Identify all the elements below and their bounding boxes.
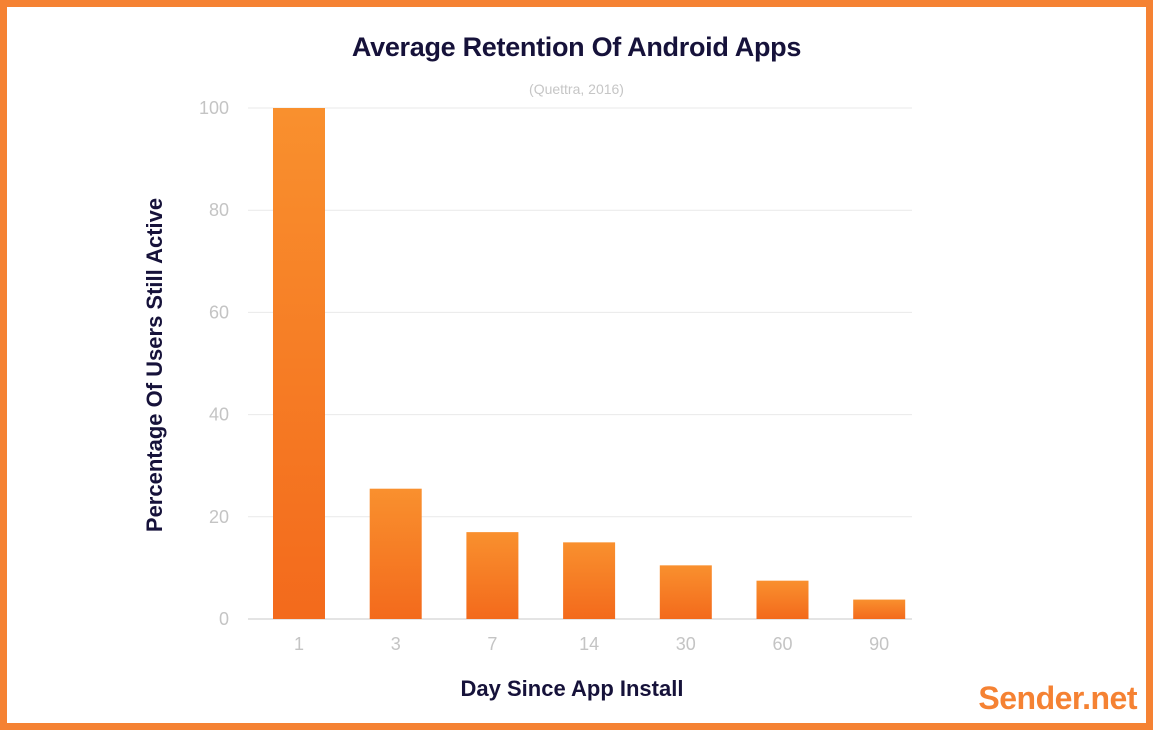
- bar-day-3: [369, 488, 422, 619]
- x-tick-label: 14: [579, 634, 599, 654]
- y-tick-label: 80: [209, 200, 229, 220]
- bar-day-90: [853, 599, 906, 619]
- x-tick-label: 60: [772, 634, 792, 654]
- x-tick-label: 90: [869, 634, 889, 654]
- bars: [273, 108, 906, 619]
- x-axis-label: Day Since App Install: [460, 676, 684, 701]
- y-axis-ticks: 0 20 40 60 80 100: [199, 98, 229, 629]
- bar-day-30: [659, 565, 712, 619]
- bar-day-60: [756, 580, 809, 619]
- x-tick-label: 7: [487, 634, 497, 654]
- chart-subtitle: (Quettra, 2016): [529, 81, 624, 97]
- bar-day-7: [466, 532, 519, 619]
- x-tick-label: 30: [676, 634, 696, 654]
- x-tick-label: 1: [294, 634, 304, 654]
- y-tick-label: 0: [219, 609, 229, 629]
- bar-day-1: [273, 108, 325, 619]
- y-tick-label: 20: [209, 507, 229, 527]
- bar-day-14: [563, 542, 616, 619]
- x-axis-ticks: 1 3 7 14 30 60 90: [294, 634, 889, 654]
- y-tick-label: 60: [209, 302, 229, 322]
- brand-logo-text: Sender.net: [978, 680, 1137, 716]
- chart-title: Average Retention Of Android Apps: [351, 32, 802, 62]
- x-tick-label: 3: [391, 634, 401, 654]
- y-tick-label: 100: [199, 98, 229, 118]
- y-tick-label: 40: [209, 405, 229, 425]
- y-axis-label: Percentage Of Users Still Active: [142, 197, 167, 533]
